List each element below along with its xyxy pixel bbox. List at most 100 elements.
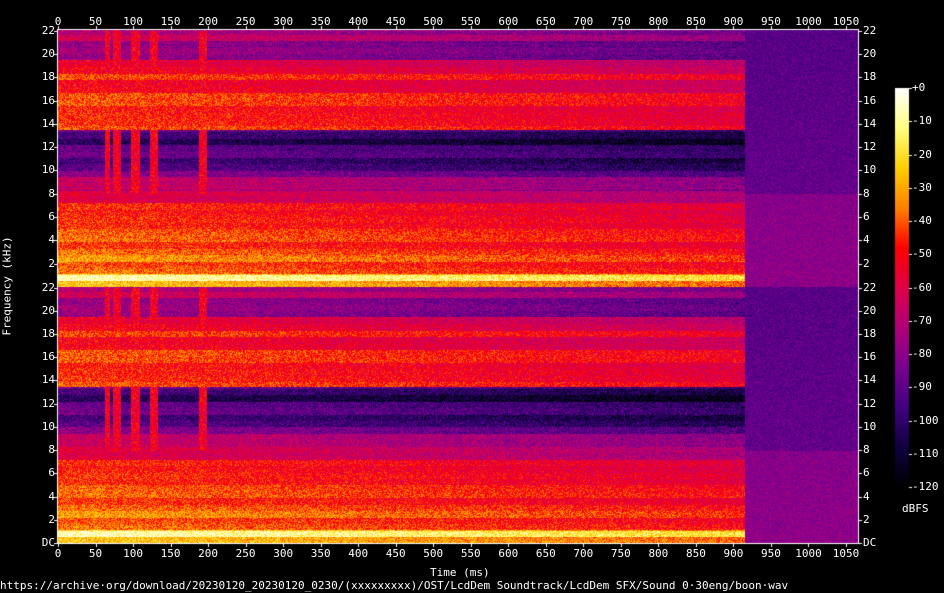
x-tick-label-bottom: 950 xyxy=(761,547,781,560)
x-tick-label-top: 450 xyxy=(385,15,406,28)
y-tick-label-top-left: 12 xyxy=(41,140,55,154)
y-tick-label-bottom-left: 6 xyxy=(48,466,55,480)
y-tick-label-bottom-right: 2 xyxy=(863,512,870,526)
y-tick-label-bottom-right: 14 xyxy=(863,373,877,387)
y-tick-label-bottom-left: 18 xyxy=(41,327,55,341)
x-tick-label-bottom: 750 xyxy=(610,547,631,560)
y-tick-label-top-right: 2 xyxy=(863,256,870,270)
x-tick-label-top: 700 xyxy=(573,15,594,28)
y-tick-label-bottom-left: 10 xyxy=(41,419,55,433)
x-tick-label-bottom: 200 xyxy=(198,547,219,560)
x-tick-label-bottom: 450 xyxy=(385,547,406,560)
x-tick-label-bottom: 100 xyxy=(123,547,143,560)
x-tick-label-top: 0 xyxy=(54,15,62,28)
y-tick-label-bottom-left: 12 xyxy=(41,396,55,410)
x-tick-label-top: 950 xyxy=(761,15,781,28)
y-tick-label-top-right: 22 xyxy=(863,23,877,37)
y-tick-label-bottom-right: 12 xyxy=(863,396,877,410)
y-axis-label: Frequency (kHz) xyxy=(0,236,14,336)
x-tick-label-bottom: 300 xyxy=(273,547,294,560)
y-tick-label-top-left: 18 xyxy=(41,70,55,84)
y-tick-label-top-right: 16 xyxy=(863,93,877,107)
colorbar-tick-label: -120 xyxy=(912,480,939,493)
colorbar-tick-label: -100 xyxy=(912,413,939,427)
y-tick-label-bottom-right: 16 xyxy=(863,350,877,364)
y-tick-label-bottom-left: 14 xyxy=(41,373,55,387)
y-tick-label-bottom-left: DC xyxy=(41,536,55,549)
x-tick-label-bottom: 50 xyxy=(88,547,103,560)
colorbar-tick-label: -70 xyxy=(912,313,932,327)
x-tick-label-bottom: 700 xyxy=(573,547,594,560)
x-tick-label-top: 300 xyxy=(273,15,294,28)
x-tick-label-top: 350 xyxy=(310,15,331,28)
colorbar-tick-label: -10 xyxy=(912,114,932,128)
x-tick-label-top: 800 xyxy=(648,15,669,28)
y-tick-label-top-left: 14 xyxy=(41,116,55,130)
y-tick-label-top-left: 6 xyxy=(48,210,55,224)
y-tick-label-bottom-right: 4 xyxy=(863,489,870,503)
y-tick-label-top-left: 16 xyxy=(41,93,55,107)
colorbar-tick-label: -20 xyxy=(912,147,932,161)
x-tick-label-top: 1050 xyxy=(832,15,860,28)
x-tick-label-bottom: 800 xyxy=(648,547,669,560)
x-tick-label-top: 850 xyxy=(685,15,706,28)
y-tick-label-top-right: 4 xyxy=(863,233,870,247)
y-tick-label-bottom-right: 20 xyxy=(863,303,877,317)
x-tick-label-top: 150 xyxy=(160,15,181,28)
y-tick-label-top-right: 6 xyxy=(863,210,870,224)
y-tick-label-bottom-right: DC xyxy=(863,536,877,549)
x-tick-label-bottom: 1000 xyxy=(795,547,822,560)
x-tick-label-top: 50 xyxy=(88,15,103,28)
x-tick-label-bottom: 850 xyxy=(685,547,706,560)
colorbar-tick-label: -110 xyxy=(912,446,939,460)
y-tick-label-top-right: 10 xyxy=(863,163,877,177)
x-tick-label-top: 500 xyxy=(423,15,444,28)
x-tick-label-top: 250 xyxy=(235,15,256,28)
y-tick-label-bottom-left: 8 xyxy=(48,443,55,457)
x-tick-label-bottom: 600 xyxy=(498,547,519,560)
y-tick-label-bottom-right: 18 xyxy=(863,327,877,341)
y-tick-label-bottom-left: 16 xyxy=(41,350,55,364)
colorbar-tick-label: +0 xyxy=(912,81,926,94)
y-tick-label-bottom-left: 4 xyxy=(48,489,55,503)
y-tick-label-bottom-right: 8 xyxy=(863,443,870,457)
y-tick-label-top-left: 4 xyxy=(48,233,55,247)
x-tick-label-bottom: 250 xyxy=(235,547,256,560)
colorbar-tick-label: -50 xyxy=(912,247,932,261)
y-tick-label-bottom-left: 20 xyxy=(41,303,55,317)
y-tick-label-top-left: 20 xyxy=(41,46,55,60)
x-tick-label-bottom: 500 xyxy=(423,547,444,560)
y-tick-label-top-left: 10 xyxy=(41,163,55,177)
x-tick-label-bottom: 150 xyxy=(160,547,181,560)
y-tick-label-top-left: 22 xyxy=(41,23,55,37)
x-tick-label-top: 600 xyxy=(498,15,519,28)
x-tick-label-top: 750 xyxy=(610,15,631,28)
colorbar-tick-label: -90 xyxy=(912,380,932,394)
x-tick-label-top: 200 xyxy=(198,15,219,28)
y-tick-label-top-right: 20 xyxy=(863,46,877,60)
x-tick-label-top: 900 xyxy=(723,15,744,28)
x-tick-label-bottom: 350 xyxy=(310,547,331,560)
source-path: https://archive·org/download/20230120_20… xyxy=(0,579,789,592)
y-tick-label-top-left: 8 xyxy=(48,186,55,200)
y-tick-label-top-left: 2 xyxy=(48,256,55,270)
x-tick-label-bottom: 550 xyxy=(460,547,481,560)
colorbar-tick-label: -40 xyxy=(912,214,932,227)
y-tick-label-bottom-right: 22 xyxy=(863,280,877,294)
x-tick-label-bottom: 400 xyxy=(348,547,369,560)
colorbar-tick-label: -80 xyxy=(912,347,932,360)
y-tick-label-bottom-right: 6 xyxy=(863,466,870,480)
y-tick-label-top-right: 12 xyxy=(863,140,877,154)
y-tick-label-bottom-left: 22 xyxy=(41,280,55,294)
y-tick-label-top-right: 18 xyxy=(863,70,877,84)
x-tick-label-bottom: 650 xyxy=(535,547,556,560)
colorbar-tick-label: -60 xyxy=(912,280,932,294)
colorbar-tick-label: -30 xyxy=(912,180,932,194)
x-tick-label-top: 100 xyxy=(123,15,143,28)
colorbar-label: dBFS xyxy=(902,502,929,515)
y-tick-label-bottom-right: 10 xyxy=(863,419,877,433)
x-tick-label-bottom: 0 xyxy=(54,547,62,560)
y-tick-label-top-right: 14 xyxy=(863,116,877,130)
x-tick-label-top: 1000 xyxy=(795,15,822,28)
